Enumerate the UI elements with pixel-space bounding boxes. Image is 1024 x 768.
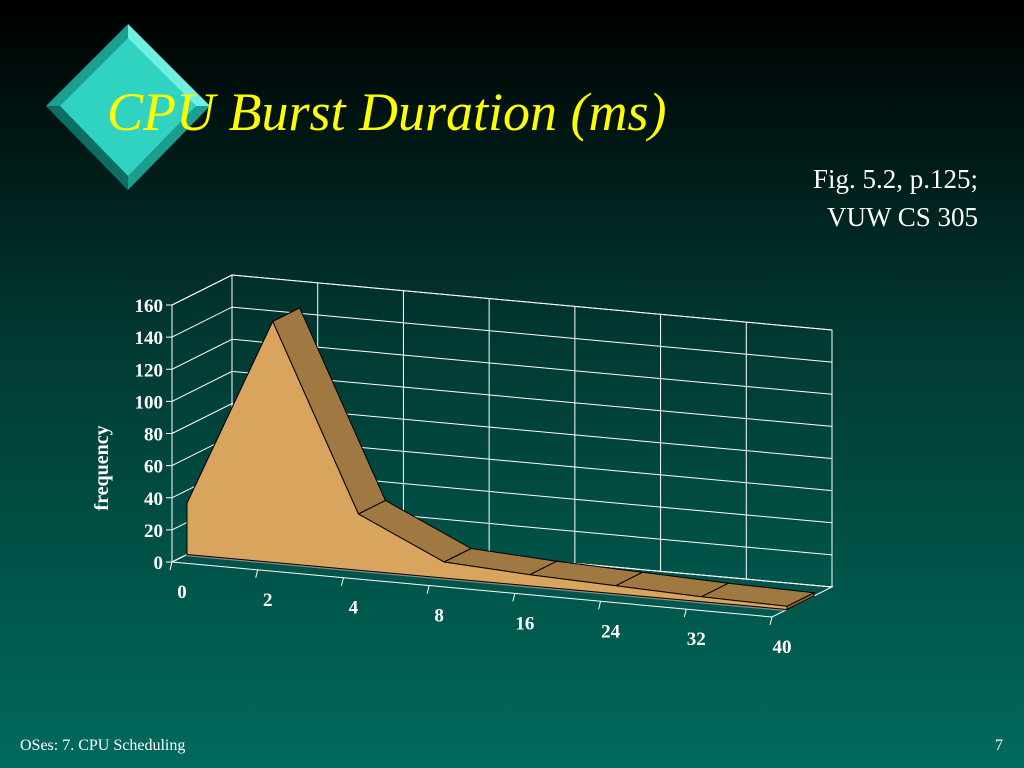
y-tick-label: 0	[154, 553, 164, 574]
x-tick	[169, 561, 173, 571]
y-tick-label: 20	[144, 521, 163, 542]
grid-line	[171, 370, 833, 427]
grid-line	[171, 274, 833, 331]
y-tick-label: 80	[144, 425, 163, 446]
y-tick-label: 40	[144, 489, 163, 510]
x-tick-label: 32	[687, 629, 706, 650]
page-number: 7	[995, 737, 1003, 754]
x-tick-label: 40	[773, 637, 792, 658]
x-tick-label: 0	[177, 582, 187, 603]
y-tick-label: 160	[135, 296, 164, 317]
slide-title: CPU Burst Duration (ms)	[107, 82, 667, 142]
footer: OSes: 7. CPU Scheduling	[20, 737, 185, 754]
note-line: Fig. 5.2, p.125;	[813, 164, 978, 194]
y-axis-label: frequency	[91, 425, 113, 510]
grid-line	[171, 338, 833, 395]
x-tick-label: 24	[601, 621, 621, 642]
grid-line	[171, 306, 833, 363]
x-tick	[255, 569, 259, 578]
x-tick	[769, 616, 773, 626]
diamond-icon	[46, 24, 210, 190]
grid-line	[171, 402, 833, 459]
x-tick	[340, 577, 344, 586]
y-tick-label: 100	[135, 392, 164, 413]
y-tick-label: 120	[135, 360, 164, 381]
y-tick-label: 140	[135, 328, 164, 349]
x-tick-label: 16	[515, 613, 534, 634]
y-tick-label: 60	[144, 457, 163, 478]
x-tick	[426, 585, 430, 594]
x-tick	[683, 609, 687, 618]
x-tick	[598, 601, 602, 610]
x-tick	[512, 593, 516, 602]
note-line: VUW CS 305	[827, 202, 978, 232]
x-tick-label: 2	[263, 590, 273, 611]
x-tick-label: 4	[349, 598, 359, 619]
x-tick-label: 8	[434, 606, 444, 627]
area	[186, 320, 788, 611]
